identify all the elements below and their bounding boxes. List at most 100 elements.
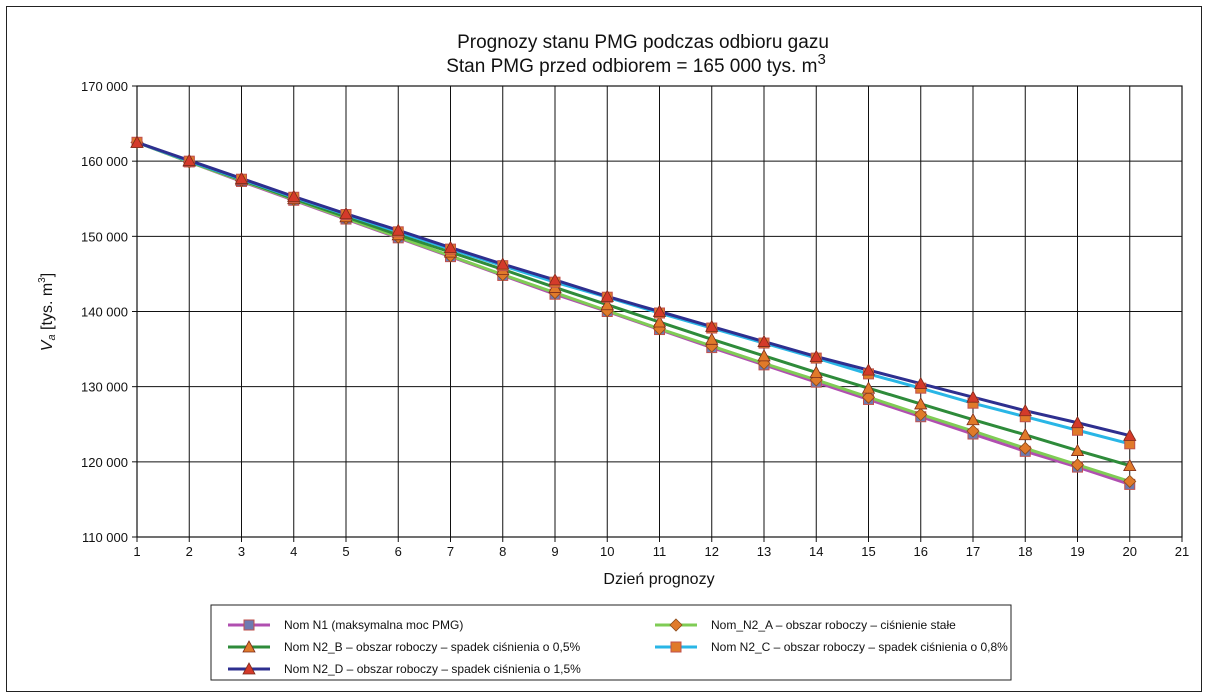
data-point <box>1123 458 1137 471</box>
series-3 <box>136 140 1131 468</box>
legend-label: Nom N2_B – obszar roboczy – spadek ciśni… <box>284 640 580 654</box>
data-point <box>914 376 928 390</box>
legend-item: Nom N1 (maksymalna moc PMG) <box>228 618 463 632</box>
x-tick-label: 11 <box>653 544 667 559</box>
x-axis-ticks: 1 2 3 4 5 6 7 8 9 10 11 12 13 14 15 16 17 18 19 20 21 <box>133 537 1189 559</box>
legend: Nom N1 (maksymalna moc PMG) Nom_N2_A – ob… <box>228 618 1008 676</box>
y-axis-label-sub: a <box>46 334 58 340</box>
x-tick-label: 13 <box>757 544 771 559</box>
series-layer <box>130 135 1137 490</box>
data-point <box>652 304 667 317</box>
y-tick-label: 110 000 <box>82 530 128 545</box>
data-point <box>391 223 405 236</box>
x-axis-label: Dzień prognozy <box>603 571 714 588</box>
legend-marker <box>670 641 682 653</box>
chart-title-line1: Prognozy stanu PMG podczas odbioru gazu <box>457 32 829 53</box>
x-tick-label: 15 <box>861 544 875 559</box>
chart-title-superscript: 3 <box>817 51 825 68</box>
y-axis-ticks: 110 000 120 000 130 000 140 000 150 000 160 0… <box>81 79 137 545</box>
legend-marker <box>242 662 256 675</box>
data-point <box>1070 458 1085 472</box>
data-point <box>1018 427 1032 441</box>
y-axis-label-sup: 3 <box>37 277 48 283</box>
series-line <box>136 140 1131 437</box>
data-point <box>600 289 614 302</box>
data-point <box>914 397 928 410</box>
chart-title-line2-text: Stan PMG przed odbiorem = 165 000 tys. m <box>446 56 817 77</box>
x-tick-label: 12 <box>705 544 719 559</box>
data-point <box>705 332 719 345</box>
x-tick-label: 21 <box>1175 544 1189 559</box>
legend-label: Nom N2_D – obszar roboczy – spadek ciśni… <box>284 662 581 676</box>
data-point <box>861 363 876 376</box>
data-point <box>966 390 980 403</box>
series-5 <box>136 140 1131 437</box>
series-5-markers <box>130 135 1137 441</box>
x-tick-label: 3 <box>238 544 245 559</box>
data-point <box>182 153 196 166</box>
legend-marker <box>242 640 256 653</box>
x-tick-label: 7 <box>447 544 454 559</box>
x-tick-label: 18 <box>1018 544 1032 559</box>
data-point <box>1070 415 1085 429</box>
series-4-markers <box>131 136 1136 450</box>
x-tick-label: 6 <box>395 544 402 559</box>
data-point <box>861 390 876 404</box>
chart-frame <box>6 6 1202 692</box>
data-point <box>966 424 980 438</box>
x-tick-label: 5 <box>342 544 349 559</box>
y-tick-label: 120 000 <box>81 455 128 470</box>
data-point <box>287 189 301 202</box>
x-tick-label: 14 <box>809 544 823 559</box>
data-point <box>130 135 144 148</box>
data-point <box>757 349 771 362</box>
y-tick-label: 170 000 <box>81 79 128 94</box>
x-tick-label: 9 <box>551 544 558 559</box>
legend-item: Nom N2_B – obszar roboczy – spadek ciśni… <box>228 640 580 654</box>
data-point <box>1070 443 1085 456</box>
chart-title-line2: Stan PMG przed odbiorem = 165 000 tys. m… <box>446 51 826 77</box>
legend-marker <box>669 618 683 632</box>
y-tick-label: 130 000 <box>81 380 128 395</box>
data-point <box>1018 441 1032 455</box>
legend-box <box>210 604 1012 681</box>
x-tick-label: 1 <box>133 544 140 559</box>
y-tick-label: 150 000 <box>81 229 128 244</box>
legend-item: Nom N2_D – obszar roboczy – spadek ciśni… <box>228 662 581 676</box>
y-axis-label-unit: [tys. m <box>39 283 56 335</box>
data-point <box>234 171 249 184</box>
data-point <box>652 315 667 328</box>
legend-marker <box>243 619 255 631</box>
legend-item: Nom_N2_A – obszar roboczy – ciśnienie st… <box>655 618 956 632</box>
data-point <box>914 407 928 422</box>
data-point <box>1123 428 1137 441</box>
data-point <box>757 334 771 347</box>
series-line <box>136 140 1131 468</box>
data-point <box>339 206 353 220</box>
x-tick-label: 4 <box>290 544 297 559</box>
x-tick-label: 8 <box>499 544 506 559</box>
legend-item: Nom N2_C – obszar roboczy – spadek ciśni… <box>655 640 1008 654</box>
x-tick-label: 2 <box>186 544 193 559</box>
y-axis-label-close: ] <box>39 273 56 277</box>
x-tick-label: 16 <box>914 544 928 559</box>
legend-label: Nom N1 (maksymalna moc PMG) <box>284 618 463 632</box>
legend-label: Nom N2_C – obszar roboczy – spadek ciśni… <box>711 640 1008 654</box>
data-point <box>548 273 562 286</box>
data-point <box>966 412 980 426</box>
data-point <box>1123 474 1137 488</box>
data-point <box>809 365 823 378</box>
legend-label: Nom_N2_A – obszar roboczy – ciśnienie st… <box>711 618 956 632</box>
data-point <box>861 381 876 394</box>
y-axis-label: Va [tys. m3] <box>37 273 58 351</box>
x-tick-label: 10 <box>600 544 614 559</box>
x-tick-label: 19 <box>1070 544 1084 559</box>
data-point <box>809 349 823 363</box>
y-tick-label: 160 000 <box>81 154 128 169</box>
data-point <box>443 240 458 254</box>
y-tick-label: 140 000 <box>81 305 128 320</box>
data-point <box>705 319 719 332</box>
data-point <box>600 297 614 311</box>
y-axis-label-var: V <box>39 339 56 351</box>
